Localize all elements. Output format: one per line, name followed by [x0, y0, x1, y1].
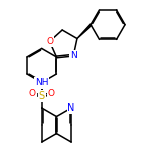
Text: O: O — [29, 89, 36, 98]
Text: O: O — [48, 89, 55, 98]
Text: N: N — [70, 51, 77, 60]
Text: N: N — [67, 103, 75, 113]
Text: S: S — [39, 91, 45, 101]
Text: NH: NH — [35, 78, 48, 87]
Text: O: O — [46, 37, 53, 46]
Text: NH: NH — [35, 79, 48, 88]
Polygon shape — [77, 24, 92, 38]
